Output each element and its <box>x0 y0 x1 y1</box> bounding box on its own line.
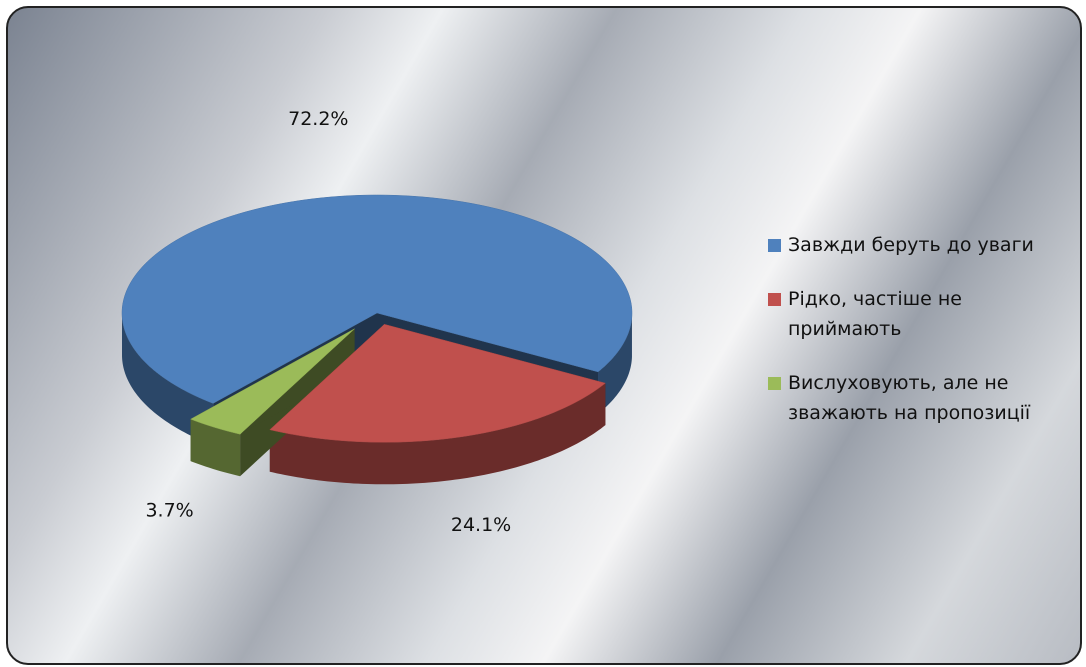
slice-outer-wall <box>598 315 632 414</box>
slice-outer-wall <box>122 313 214 446</box>
chart: 72.2% 24.1% 3.7% <box>121 108 633 536</box>
data-label: 72.2% <box>288 108 348 130</box>
legend-swatch <box>768 377 781 390</box>
data-label: 3.7% <box>145 499 193 521</box>
legend-item: Завжди беруть до уваги <box>768 230 1078 260</box>
legend-label: Рідко, частіше не приймають <box>788 288 962 340</box>
legend-swatch <box>768 293 781 306</box>
legend-item: Рідко, частіше не приймають <box>768 284 1078 344</box>
chart-frame: 72.2% 24.1% 3.7% Завжди беруть до уваги Рід… <box>6 6 1082 665</box>
legend-label: Вислуховують, але не зважають на пропози… <box>788 372 1031 424</box>
slice-outer-wall <box>190 419 241 477</box>
slice <box>269 324 606 443</box>
legend-label: Завжди беруть до уваги <box>788 234 1034 256</box>
slice-outer-wall <box>269 383 606 485</box>
data-label: 24.1% <box>451 514 511 536</box>
legend-swatch <box>768 239 781 252</box>
slice <box>121 194 633 404</box>
legend-item: Вислуховують, але не зважають на пропози… <box>768 368 1078 428</box>
legend: Завжди беруть до уваги Рідко, частіше не … <box>768 230 1078 452</box>
slice-tops <box>121 194 633 443</box>
slice <box>190 328 355 435</box>
